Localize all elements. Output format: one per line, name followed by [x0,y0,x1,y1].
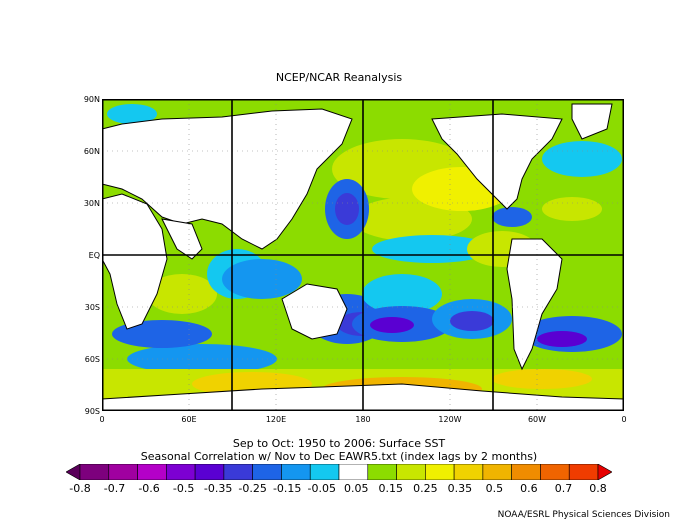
colorbar-label: -0.6 [138,482,160,495]
colorbar-label: 0.25 [413,482,438,495]
colorbar-label: -0.05 [307,482,336,495]
lat-label-eq: EQ [88,251,100,260]
sst-correlation-map [102,99,624,411]
colorbar-label: -0.5 [172,482,195,495]
colorbar-arrow-high [597,464,612,480]
colorbar-label: 0.15 [378,482,404,495]
map-title: NCEP/NCAR Reanalysis [275,71,403,84]
colorbar-label: -0.35 [203,482,233,495]
colorbar-swatch [252,464,282,480]
colorbar-swatch [482,464,512,480]
lon-label-120e: 120E [265,415,287,424]
lat-label-60s: 60S [84,355,100,364]
colorbar [66,464,612,480]
colorbar-swatch [108,464,138,480]
colorbar-swatch [396,464,426,480]
colorbar-label: 0.05 [344,482,369,495]
colorbar-swatch [137,464,167,480]
colorbar-label: -0.7 [103,482,126,495]
colorbar-label: 0.7 [554,482,573,495]
colorbar-label: -0.25 [238,482,267,495]
colorbar-label: -0.15 [272,482,302,495]
lon-label-120w: 120W [438,415,462,424]
colorbar-label: 0.5 [485,482,504,495]
lat-label-30s: 30S [84,303,100,312]
major-gridlines [102,99,624,411]
colorbar-swatch [281,464,311,480]
colorbar-swatch [568,464,599,480]
colorbar-label: 0.6 [520,482,538,495]
map-border [102,99,624,411]
caption-period: Sep to Oct: 1950 to 2006: Surface SST [232,437,446,450]
lon-label-60e: 60E [181,415,197,424]
lon-label-0-east: 0 [621,415,627,424]
colorbar-swatch [166,464,196,480]
colorbar-swatch [79,464,110,480]
colorbar-swatch [367,464,397,480]
colorbar-swatch [511,464,541,480]
lat-label-60n: 60N [83,147,100,156]
lon-label-60w: 60W [527,415,547,424]
lat-label-90s: 90S [84,407,100,416]
lon-label-0: 0 [99,415,105,424]
colorbar-swatch [425,464,455,480]
colorbar-swatch [453,464,484,480]
colorbar-arrow-low [66,464,81,480]
colorbar-swatch [194,464,225,480]
lat-label-30n: 30N [83,199,100,208]
colorbar-swatch [223,464,253,480]
colorbar-swatch [338,464,369,480]
lat-label-90n: 90N [83,95,100,104]
colorbar-swatch [540,464,570,480]
colorbar-label: -0.8 [69,482,91,495]
colorbar-label: 0.35 [447,482,473,495]
lon-label-180: 180 [355,415,371,424]
caption-description: Seasonal Correlation w/ Nov to Dec EAWR5… [140,450,538,463]
credit-text: NOAA/ESRL Physical Sciences Division [497,510,670,520]
colorbar-swatch [309,464,340,480]
colorbar-label: 0.8 [589,482,607,495]
